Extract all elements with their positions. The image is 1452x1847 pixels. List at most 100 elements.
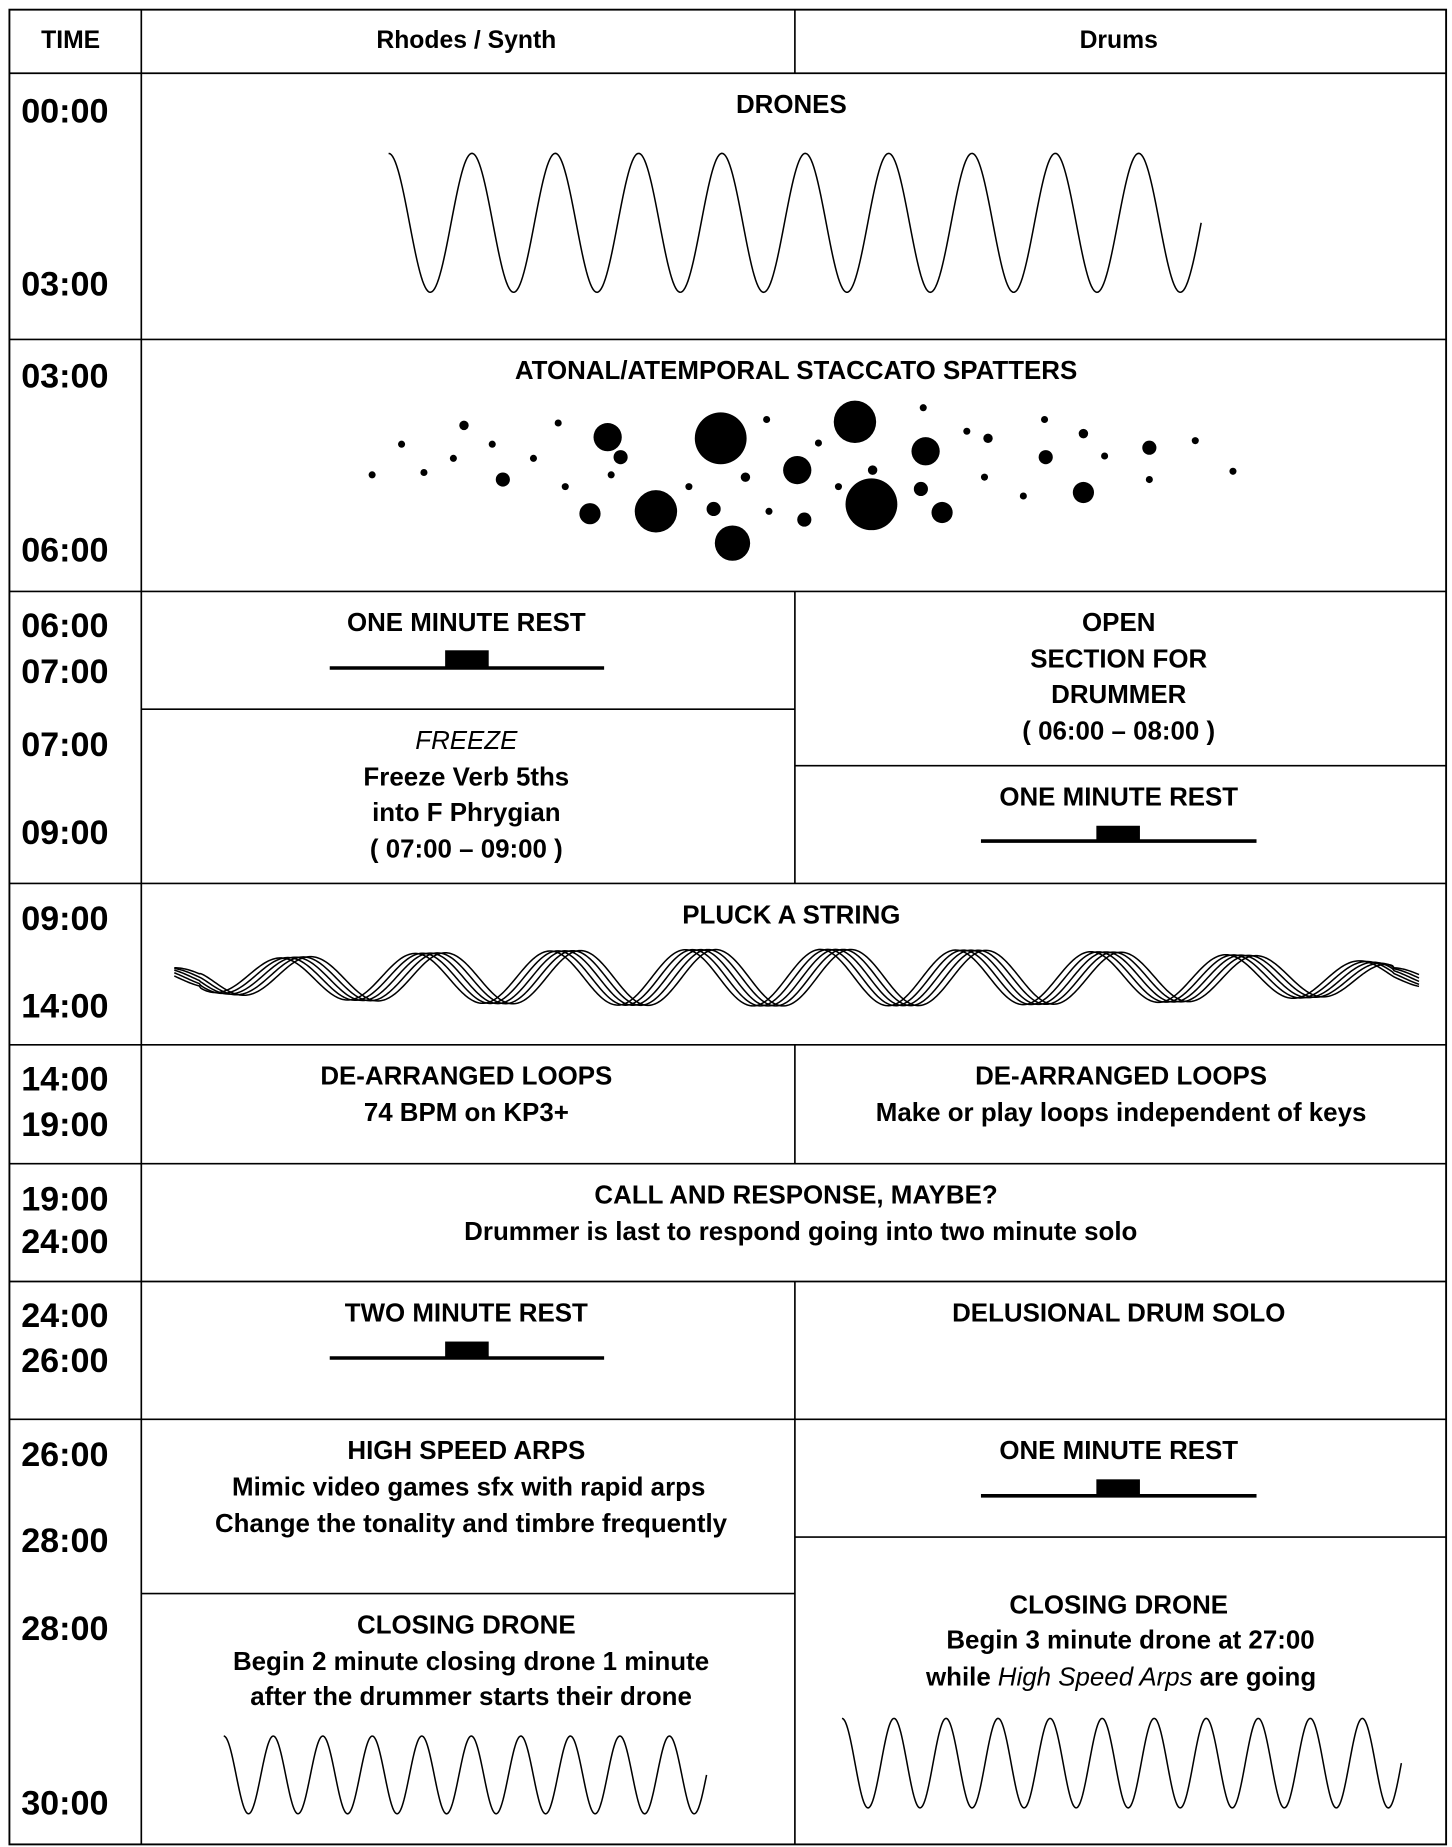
section-line: 74 BPM on KP3+ (364, 1099, 569, 1127)
spatter-dot (963, 428, 970, 435)
section-line: Freeze Verb 5ths (363, 763, 569, 791)
page: TIME Rhodes / Synth Drums 00:00 03:00 03… (0, 0, 1452, 1847)
spatter-dot (868, 465, 877, 474)
spatter-dot (797, 513, 811, 527)
spatter-dot (1142, 441, 1156, 455)
rest-symbol (981, 1479, 1257, 1495)
spatter-dot (398, 441, 405, 448)
spatter-dot (715, 525, 750, 560)
time-start: 03:00 (21, 357, 108, 395)
time-end: 24:00 (21, 1223, 108, 1261)
section-line: ( 06:00 – 08:00 ) (1022, 718, 1215, 746)
section-title: HIGH SPEED ARPS (347, 1437, 585, 1465)
section-title: DE-ARRANGED LOOPS (320, 1063, 612, 1091)
text-run: are going (1200, 1663, 1317, 1691)
section-line: Mimic video games sfx with rapid arps (232, 1474, 705, 1502)
section-line: after the drummer starts their drone (250, 1683, 692, 1711)
time-end: 26:00 (21, 1342, 108, 1380)
drone-wave (842, 1718, 1401, 1807)
text-run: while (925, 1663, 991, 1691)
time-end: 09:00 (21, 814, 108, 852)
spatter-dot (981, 474, 988, 481)
section-line: Change the tonality and timbre frequentl… (215, 1510, 728, 1538)
text-run-italic: High Speed Arps (998, 1663, 1193, 1691)
rest-symbol (330, 650, 604, 668)
time-start: 26:00 (21, 1436, 108, 1474)
header-time: TIME (41, 27, 100, 54)
spatter-dot (594, 423, 622, 451)
section-title: ATONAL/ATEMPORAL STACCATO SPATTERS (515, 357, 1077, 385)
spatter-dot (579, 503, 600, 524)
spatter-dot (1192, 437, 1199, 444)
section-title: CLOSING DRONE (357, 1611, 576, 1639)
spatter-dot (983, 434, 992, 443)
spatter-dot (1041, 416, 1048, 423)
rest-symbol (981, 826, 1257, 841)
header-synth: Rhodes / Synth (376, 27, 556, 54)
spatter-dot (1020, 492, 1027, 499)
spatter-dot (496, 472, 510, 486)
score-table: TIME Rhodes / Synth Drums 00:00 03:00 03… (0, 0, 1452, 1847)
section-line: ( 07:00 – 09:00 ) (370, 835, 563, 863)
header-drums: Drums (1080, 27, 1158, 54)
spatter-dot (765, 508, 772, 515)
spatter-dot (1079, 429, 1088, 438)
section-title: ONE MINUTE REST (347, 609, 586, 637)
rest-symbol (330, 1342, 604, 1358)
spatter-dot (695, 412, 747, 464)
spatter-dot (815, 440, 822, 447)
section-title: OPEN (1082, 609, 1155, 637)
spatter-dot (834, 401, 876, 443)
section-line: Drummer is last to respond going into tw… (464, 1218, 1137, 1246)
spatter-dot (555, 419, 562, 426)
spatter-dot (707, 502, 721, 516)
time-start: 00:00 (21, 92, 108, 130)
section-title: DELUSIONAL DRUM SOLO (952, 1299, 1285, 1327)
spatter-dot (614, 450, 628, 464)
string-wave (174, 949, 1419, 1005)
time-end: 28:00 (21, 1522, 108, 1560)
spatter-dot (489, 441, 496, 448)
spatter-dot (911, 437, 939, 465)
time-end: 03:00 (21, 265, 108, 303)
spatter-dot (1101, 452, 1108, 459)
string-wave (174, 949, 1419, 1005)
time-start: 28:00 (21, 1610, 108, 1648)
string-wave (174, 949, 1419, 1005)
time-end: 14:00 (21, 987, 108, 1025)
spatter-dot (450, 455, 457, 462)
time-end: 06:00 (21, 532, 108, 570)
time-start: 09:00 (21, 900, 108, 938)
spatter-dot (835, 483, 842, 490)
section-line: SECTION FOR (1030, 646, 1207, 674)
time-start: 07:00 (21, 726, 108, 764)
spatter-dot (1073, 482, 1094, 503)
time-start: 14:00 (21, 1060, 108, 1098)
spatter-dot (685, 483, 692, 490)
section-line: DRUMMER (1051, 681, 1186, 709)
spatter-dot (763, 416, 770, 423)
section-title: ONE MINUTE REST (999, 784, 1238, 812)
section-title: DRONES (736, 91, 847, 119)
spatter-dot (914, 482, 928, 496)
section-title: CLOSING DRONE (1009, 1591, 1228, 1619)
spatter-dot (783, 456, 811, 484)
section-line: into F Phrygian (372, 799, 560, 827)
section-title: PLUCK A STRING (682, 901, 900, 929)
spatter-dot (369, 471, 376, 478)
section-label: FREEZE (415, 727, 518, 755)
drone-wave (389, 153, 1202, 292)
section-line: Begin 3 minute drone at 27:00 (946, 1627, 1314, 1655)
section-title: CALL AND RESPONSE, MAYBE? (594, 1182, 997, 1210)
drone-wave (224, 1736, 707, 1814)
time-start: 06:00 (21, 607, 108, 645)
section-line: Make or play loops independent of keys (876, 1099, 1367, 1127)
time-start: 19:00 (21, 1180, 108, 1218)
spatter-dot (1146, 476, 1153, 483)
spatter-dot (931, 502, 952, 523)
spatter-dot (420, 469, 427, 476)
time-end: 07:00 (21, 653, 108, 691)
spatter-dot (635, 490, 677, 532)
spatter-dot (562, 483, 569, 490)
